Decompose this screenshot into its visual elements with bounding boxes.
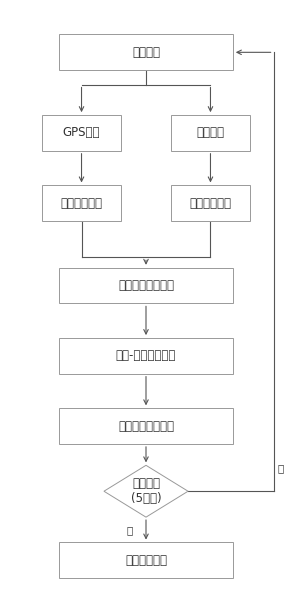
FancyBboxPatch shape [42,115,121,151]
Text: 密度-速度融合算法: 密度-速度融合算法 [116,349,176,362]
Text: 路段交通状态提取: 路段交通状态提取 [118,419,174,433]
FancyBboxPatch shape [171,115,250,151]
Text: 否: 否 [277,463,284,473]
Text: 是: 是 [126,525,132,535]
FancyBboxPatch shape [42,185,121,221]
FancyBboxPatch shape [59,338,233,374]
Polygon shape [104,466,188,517]
Text: 地磁数据: 地磁数据 [197,127,225,139]
Text: 计算路段密度: 计算路段密度 [190,197,232,210]
Text: 计算路段速度: 计算路段速度 [60,197,102,210]
Text: 时间同步: 时间同步 [132,46,160,59]
FancyBboxPatch shape [59,34,233,70]
Text: 周期时间
(5分钟): 周期时间 (5分钟) [131,477,161,505]
Text: 后台服务器数据库: 后台服务器数据库 [118,279,174,292]
Text: 实时路况发布: 实时路况发布 [125,554,167,567]
FancyBboxPatch shape [171,185,250,221]
FancyBboxPatch shape [59,408,233,444]
FancyBboxPatch shape [59,542,233,578]
FancyBboxPatch shape [59,268,233,304]
Text: GPS数据: GPS数据 [63,127,100,139]
